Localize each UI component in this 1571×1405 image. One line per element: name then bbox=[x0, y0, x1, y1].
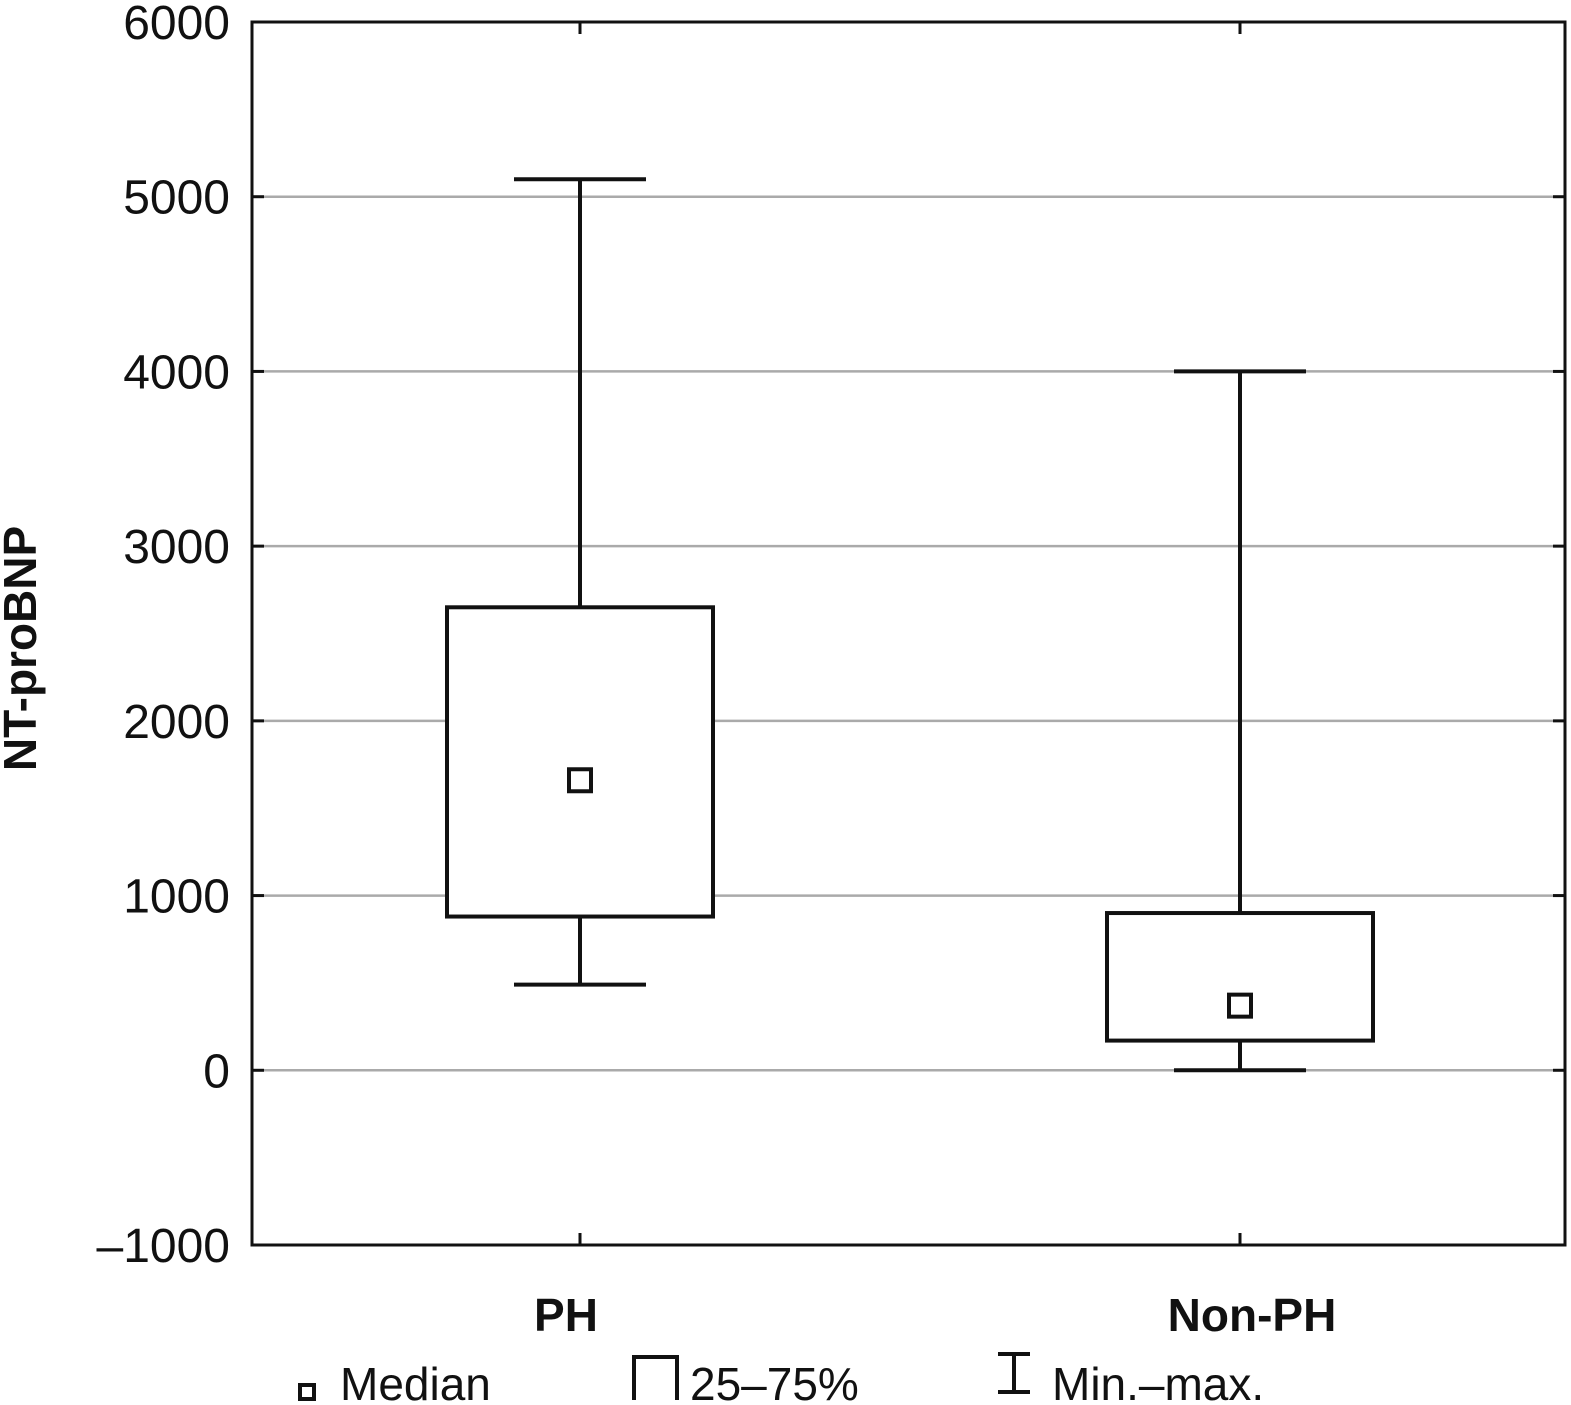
box-group bbox=[445, 177, 715, 987]
plot-frame bbox=[250, 20, 1567, 1247]
box-icon bbox=[632, 1355, 679, 1400]
y-tick-labels: 6000 5000 4000 3000 2000 1000 0 –1000 bbox=[97, 0, 230, 1273]
y-tick-label: 6000 bbox=[123, 0, 230, 50]
y-tick-label: 4000 bbox=[123, 346, 230, 399]
legend-label-whisker: Min.–max. bbox=[1052, 1358, 1264, 1405]
y-axis-title: NT-proBNP bbox=[0, 526, 46, 771]
box-group bbox=[1105, 369, 1375, 1073]
x-category-label: PH bbox=[534, 1289, 598, 1341]
legend-label-median: Median bbox=[340, 1358, 491, 1405]
box-series bbox=[445, 177, 1375, 1073]
x-category-label: Non-PH bbox=[1168, 1289, 1337, 1341]
legend: Median 25–75% Min.–max. bbox=[298, 1352, 1264, 1405]
iqr-box bbox=[445, 605, 715, 919]
y-tick-label: 5000 bbox=[123, 172, 230, 225]
iqr-box bbox=[1105, 911, 1375, 1043]
median-marker bbox=[1227, 992, 1253, 1019]
whisker-icon bbox=[998, 1352, 1030, 1394]
y-tick-label: –1000 bbox=[97, 1220, 230, 1273]
y-tick-label: 2000 bbox=[123, 696, 230, 749]
y-tick-label: 3000 bbox=[123, 521, 230, 574]
legend-label-box: 25–75% bbox=[690, 1358, 859, 1405]
y-tick-label: 1000 bbox=[123, 871, 230, 924]
median-marker bbox=[567, 767, 593, 794]
y-tick-label: 0 bbox=[203, 1045, 230, 1098]
median-square-icon bbox=[298, 1383, 316, 1401]
x-category-labels: PH Non-PH bbox=[534, 1289, 1336, 1341]
